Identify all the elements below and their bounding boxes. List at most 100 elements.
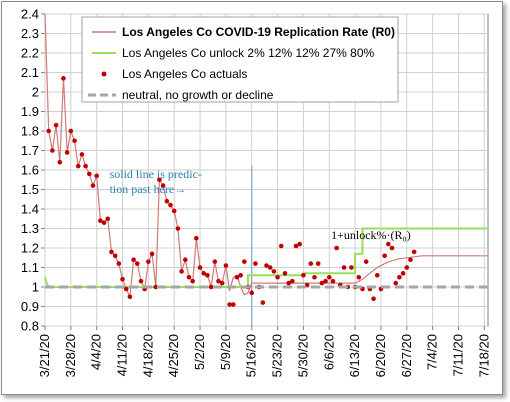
x-tick-label: 4/4/20 <box>89 334 104 370</box>
actuals-point <box>50 148 55 153</box>
actuals-point <box>134 261 140 266</box>
actuals-point <box>212 259 218 264</box>
y-tick-label: 1.8 <box>21 124 39 139</box>
actuals-point <box>242 259 247 264</box>
actuals-point <box>57 159 63 165</box>
actuals-point <box>146 259 151 264</box>
y-tick-label: 2.3 <box>21 26 39 41</box>
x-tick-label: 5/30/20 <box>295 334 310 377</box>
x-axis-ticks: 3/21/20 3/28/20 4/4/20 4/11/20 4/18/20 4/25/2… <box>37 334 491 377</box>
prediction-note: solid line is predic- <box>110 167 202 181</box>
legend-swatch-dot <box>101 71 107 77</box>
actuals-point <box>293 243 299 249</box>
actuals-point <box>290 278 295 284</box>
actuals-point <box>201 271 207 276</box>
actuals-point <box>297 241 303 247</box>
y-tick-label: 0.9 <box>21 299 39 314</box>
actuals-point <box>197 265 203 270</box>
series <box>44 13 488 326</box>
actuals-point <box>341 265 347 270</box>
x-tick-label: 7/11/20 <box>450 334 465 376</box>
actuals-point <box>408 257 413 263</box>
x-tick-label: 7/18/20 <box>476 334 491 377</box>
x-tick-label: 5/9/20 <box>218 334 233 370</box>
actuals-point <box>219 280 225 286</box>
actuals-point <box>275 274 280 280</box>
actuals-point <box>53 122 59 128</box>
legend-label: Los Angeles Co actuals <box>122 67 247 81</box>
x-tick-label: 6/6/20 <box>321 334 336 370</box>
actuals-point <box>64 150 70 155</box>
actuals-point <box>308 261 314 266</box>
actuals-point <box>160 183 166 188</box>
actuals-point <box>397 274 402 280</box>
actuals-point <box>278 243 284 249</box>
actuals-point <box>234 274 240 280</box>
actuals-point <box>179 269 184 274</box>
actuals-point <box>216 278 221 284</box>
actuals-point <box>127 294 133 300</box>
actuals-point <box>230 302 236 307</box>
actuals-point <box>94 173 99 179</box>
actuals-point <box>205 273 210 278</box>
actuals-point <box>400 271 406 276</box>
actuals-point <box>349 265 354 270</box>
y-tick-label: 1.6 <box>21 163 39 178</box>
actuals-point <box>186 274 192 280</box>
x-tick-label: 3/21/20 <box>37 334 52 377</box>
actuals-point <box>168 202 173 208</box>
x-tick-label: 5/16/20 <box>244 334 259 377</box>
actuals-point <box>356 274 362 280</box>
actuals-point <box>253 261 258 266</box>
unlock-line <box>44 227 488 288</box>
actuals-point <box>323 278 328 284</box>
actuals-point <box>68 128 74 134</box>
legend-label: Los Angeles Co unlock 2% 12% 12% 27% 80% <box>122 46 374 60</box>
legend-box <box>81 16 399 103</box>
actuals-point <box>153 284 159 290</box>
actuals-point <box>249 290 255 296</box>
actuals-point <box>382 253 387 259</box>
grid <box>41 13 489 330</box>
actuals-point <box>411 249 417 255</box>
actuals-point <box>101 220 107 225</box>
actuals-point <box>190 278 195 284</box>
actuals-point <box>72 138 77 144</box>
actuals-point <box>319 280 325 286</box>
y-tick-label: 1.1 <box>21 260 39 275</box>
y-tick-label: 2.2 <box>21 46 39 61</box>
actuals-point <box>393 280 399 286</box>
actuals-point <box>264 263 269 268</box>
actuals-point <box>182 257 188 263</box>
y-tick-label: 1.9 <box>21 104 39 119</box>
actuals-point <box>109 249 114 255</box>
y-tick-label: 1.2 <box>21 241 39 256</box>
actuals-point <box>386 241 391 247</box>
x-tick-label: 7/4/20 <box>425 334 440 370</box>
actuals-point <box>46 128 51 134</box>
y-tick-label: 2 <box>32 85 39 100</box>
actuals-point <box>131 257 136 263</box>
legend: Los Angeles Co COVID-19 Replication Rate… <box>81 16 399 103</box>
actuals-point <box>374 273 380 278</box>
actuals-point <box>105 216 111 222</box>
actuals-point <box>164 198 170 204</box>
actuals-point <box>227 302 232 307</box>
actuals-point <box>75 163 81 169</box>
actuals-point <box>194 235 199 241</box>
y-tick-label: 2.4 <box>21 7 39 22</box>
actuals-point <box>83 163 88 169</box>
x-tick-label: 6/13/20 <box>347 334 362 377</box>
actuals-point <box>120 276 125 282</box>
y-tick-label: 1 <box>32 280 39 295</box>
x-tick-label: 6/20/20 <box>373 334 388 377</box>
legend-label: neutral, no growth or decline <box>122 88 274 102</box>
x-tick-label: 5/23/20 <box>270 334 285 377</box>
y-tick-label: 0.8 <box>21 319 39 334</box>
actuals-point <box>326 274 332 280</box>
actuals-point <box>371 296 376 302</box>
actuals-point <box>98 218 103 223</box>
x-tick-label: 6/27/20 <box>399 334 414 377</box>
actuals-point <box>271 269 277 274</box>
